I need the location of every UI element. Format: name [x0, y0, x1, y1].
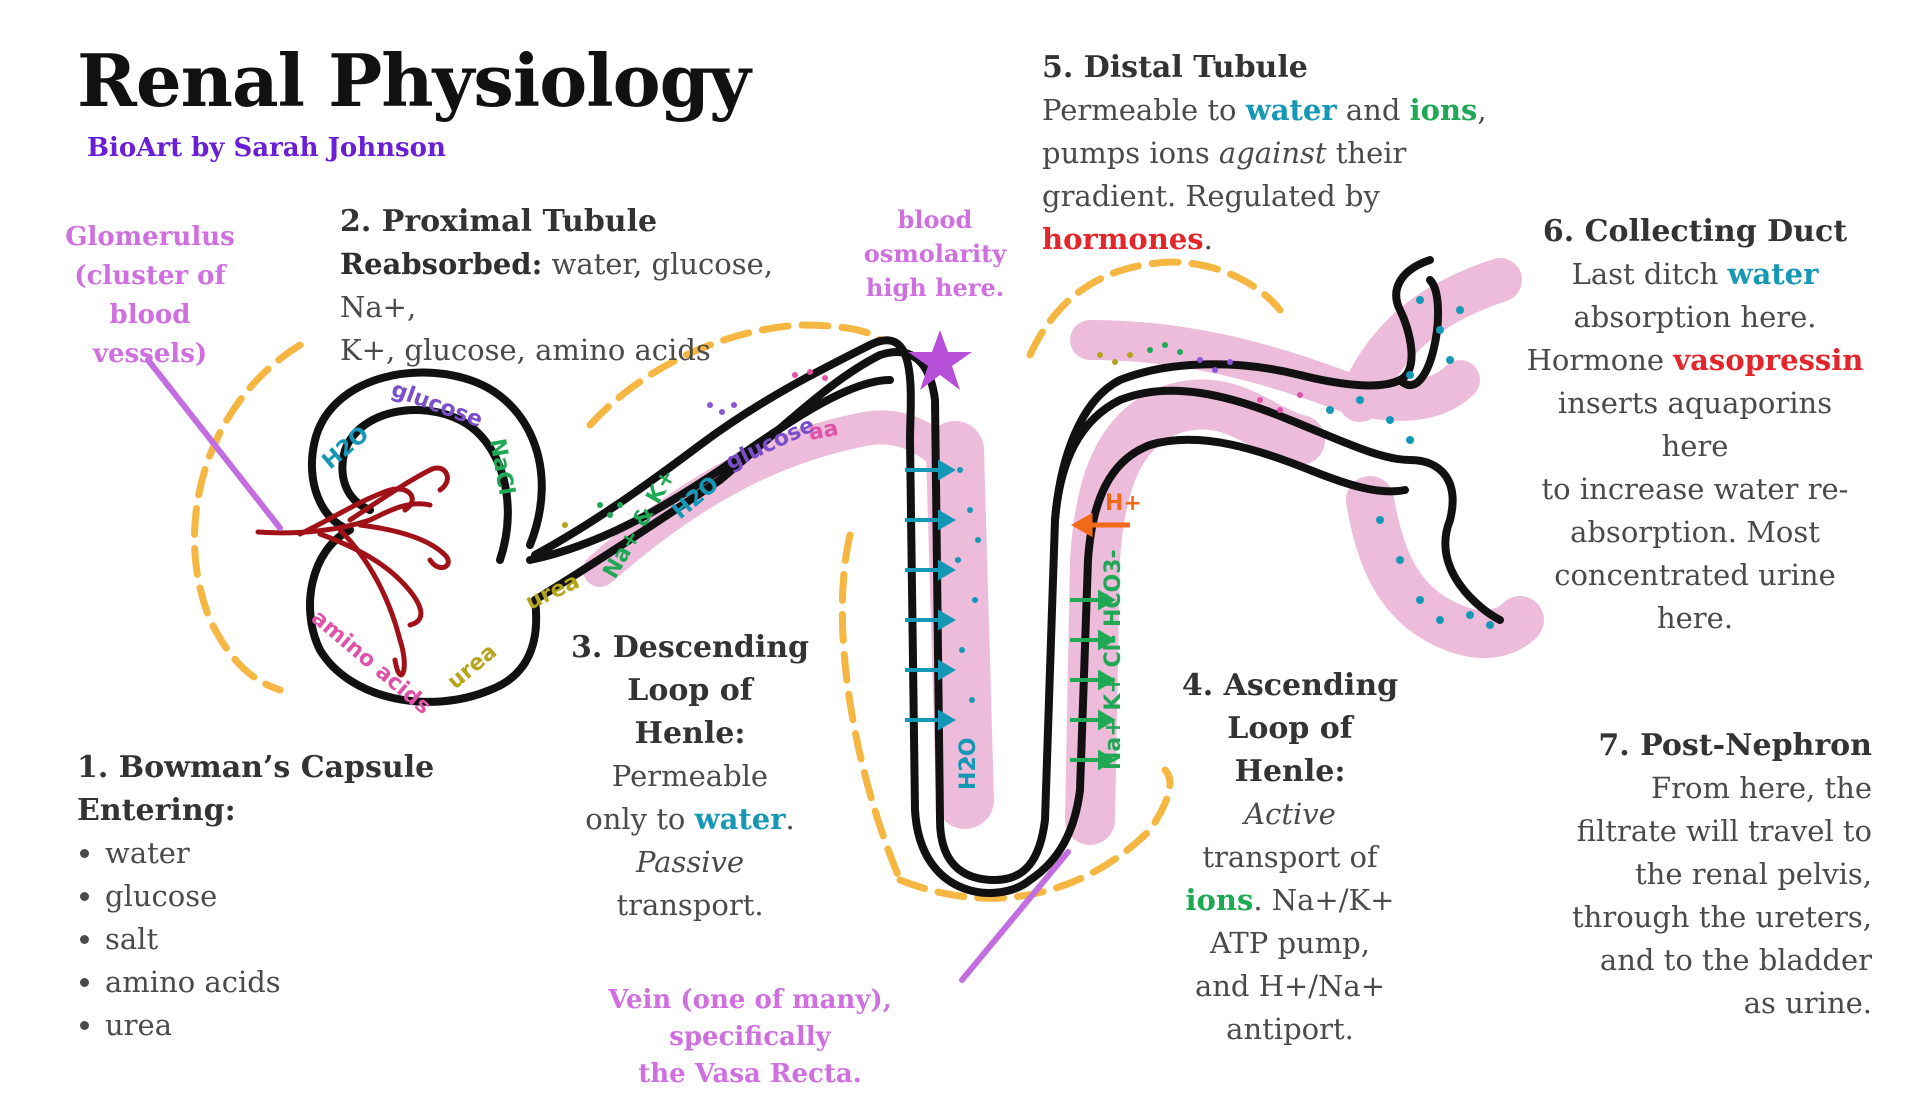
- page-title: Renal Physiology: [77, 38, 751, 123]
- glucose-label: glucose: [388, 377, 486, 433]
- osmolarity-note: blood osmolarity high here.: [863, 205, 1007, 302]
- step2-reabsorbed-text: water, glucose, Na+,: [340, 247, 774, 324]
- urea-label-2: urea: [522, 569, 584, 615]
- glomerulus-callout: Glomerulus (cluster of blood vessels): [65, 222, 235, 369]
- list-item: glucose: [105, 875, 434, 918]
- step1-heading: 1. Bowman’s Capsule: [77, 750, 435, 785]
- h2o-label-3: H2O: [956, 738, 981, 790]
- step2-line2: K+, glucose, amino acids: [340, 333, 711, 367]
- nacl-label: NaCl: [484, 437, 519, 497]
- step1-bowmans-capsule: 1. Bowman’s Capsule Entering: water gluc…: [77, 746, 434, 1047]
- step1-subheading: Entering:: [77, 793, 236, 828]
- step1-list: water glucose salt amino acids urea: [77, 832, 434, 1047]
- list-item: amino acids: [105, 961, 434, 1004]
- aa-label: aa: [807, 416, 841, 446]
- ion-arrows: [1070, 589, 1116, 771]
- byline: BioArt by Sarah Johnson: [87, 133, 446, 163]
- step4-ascending-loop: 4. Ascending Loop of Henle: Active trans…: [1181, 668, 1399, 1046]
- interstitium-dashed-outline: [190, 258, 1284, 902]
- glomerulus-vessels: [255, 465, 451, 678]
- callout-lines: [145, 357, 1071, 983]
- step2-proximal-tubule: 2. Proximal Tubule Reabsorbed: water, gl…: [340, 200, 820, 372]
- star-icon: [908, 330, 972, 390]
- step2-reabsorbed-label: Reabsorbed:: [340, 247, 543, 281]
- water-arrows: [905, 459, 956, 731]
- step6-collecting-duct: 6. Collecting Duct Last ditch water abso…: [1526, 214, 1864, 635]
- list-item: urea: [105, 1004, 434, 1047]
- ions-label: Na+ K+ Cl- HCO3-: [1101, 549, 1126, 770]
- nephron-tubule: [306, 256, 1504, 897]
- particle-dots: [562, 296, 1494, 763]
- step7-post-nephron: 7. Post-Nephron From here, the filtrate …: [1572, 728, 1872, 1020]
- list-item: salt: [105, 918, 434, 961]
- step5-distal-tubule: 5. Distal Tubule Permeable to water and …: [1042, 50, 1487, 256]
- h-plus-label: H+: [1105, 491, 1142, 516]
- step3-descending-loop: 3. Descending Loop of Henle: Permeable o…: [570, 630, 810, 922]
- step2-heading: 2. Proximal Tubule: [340, 204, 658, 239]
- h-plus-arrow: [1070, 512, 1130, 538]
- list-item: water: [105, 832, 434, 875]
- vein-callout: Vein (one of many), specifically the Vas…: [608, 985, 892, 1089]
